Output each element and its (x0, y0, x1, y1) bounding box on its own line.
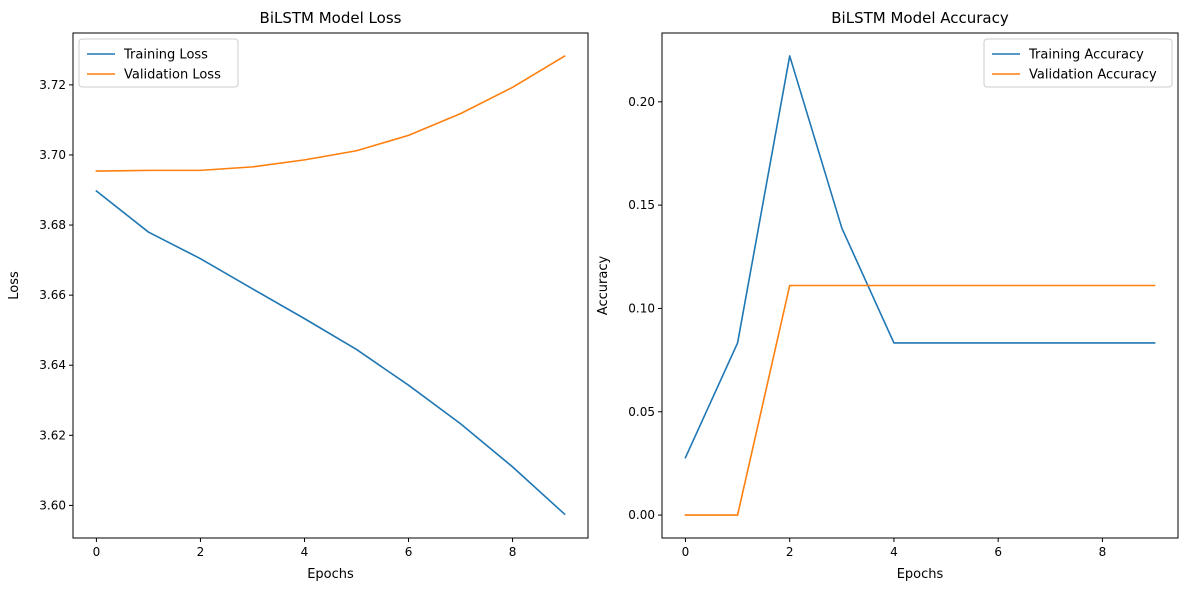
legend-label: Validation Accuracy (1029, 68, 1157, 83)
legend: Training Loss Validation Loss (78, 38, 239, 88)
series-line-validation-accuracy (684, 284, 1156, 516)
legend-label: Validation Loss (124, 68, 221, 83)
chart-panel-2: BiLSTM Model Accuracy 0 2 4 6 8 0.00 0.05 0.10 0.… (596, 9, 1179, 582)
y-tick-label: 3.64 (39, 358, 66, 372)
y-axis-label: Loss (7, 271, 22, 300)
y-tick-label: 0.15 (628, 198, 655, 212)
x-tick-label: 2 (197, 545, 205, 559)
y-tick-label: 3.66 (39, 288, 66, 302)
y-tick-label: 0.10 (628, 301, 655, 315)
x-tick-label: 8 (1099, 545, 1107, 559)
axes-frame (72, 32, 589, 539)
y-tick-label: 3.70 (39, 148, 66, 162)
chart-title: BiLSTM Model Accuracy (831, 9, 1009, 27)
series-line-validation-loss (95, 55, 566, 172)
series-line-training-loss (95, 189, 566, 516)
x-tick-label: 2 (786, 545, 794, 559)
y-tick-label: 3.62 (39, 428, 66, 442)
chart-title: BiLSTM Model Loss (260, 9, 402, 27)
legend: Training Accuracy Validation Accuracy (983, 38, 1173, 88)
chart-panel-1: BiLSTM Model Loss 0 2 4 6 8 3.60 3.62 3.64 3.66 3.… (7, 9, 589, 582)
x-tick-label: 4 (301, 545, 309, 559)
y-tick-label: 3.60 (39, 498, 66, 512)
y-tick-label: 0.05 (628, 405, 655, 419)
y-tick-label: 0.00 (628, 508, 655, 522)
x-tick-label: 0 (93, 545, 101, 559)
legend-label: Training Loss (123, 48, 208, 63)
x-tick-label: 6 (994, 545, 1002, 559)
y-axis-label: Accuracy (596, 256, 611, 316)
x-tick-label: 6 (405, 545, 413, 559)
y-tick-label: 3.68 (39, 218, 66, 232)
axes-frame (661, 32, 1179, 539)
x-axis-label: Epochs (307, 567, 354, 582)
y-tick-label: 3.72 (39, 78, 66, 92)
x-tick-label: 0 (682, 545, 690, 559)
legend-label: Training Accuracy (1028, 48, 1144, 63)
y-tick-label: 0.20 (628, 95, 655, 109)
x-axis-label: Epochs (897, 567, 944, 582)
legend-box (78, 38, 239, 88)
x-tick-label: 4 (890, 545, 898, 559)
x-tick-label: 8 (509, 545, 517, 559)
series-line-training-accuracy (684, 55, 1156, 459)
legend-box (983, 38, 1173, 88)
